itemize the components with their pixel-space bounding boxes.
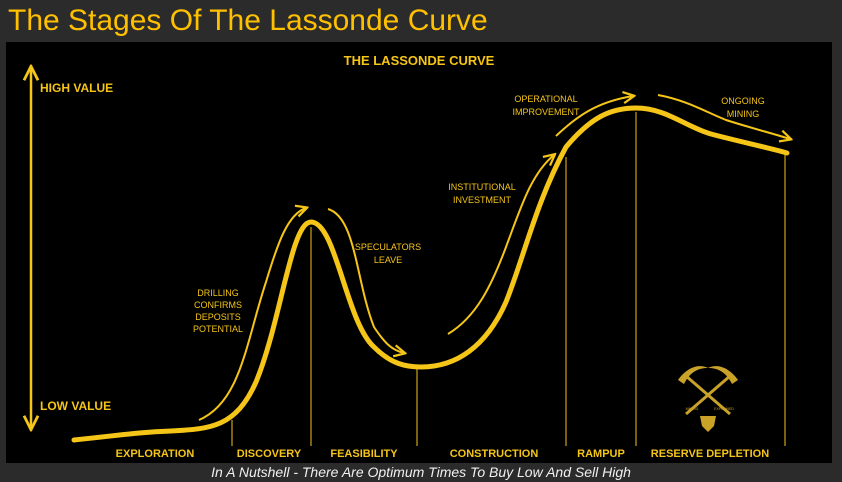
axis-label-high: HIGH VALUE — [40, 81, 113, 95]
stage-label-feasibility: FEASIBILITY — [330, 448, 398, 460]
stage-labels: EXPLORATION DISCOVERY FEASIBILITY CONSTR… — [116, 448, 770, 460]
annotation-line: LEAVE — [374, 255, 402, 265]
stage-label-exploration: EXPLORATION — [116, 448, 195, 460]
stage-label-reserve-depletion: RESERVE DEPLETION — [651, 448, 769, 460]
rampup-arrow — [555, 96, 633, 137]
logo-text-explained: EXPLAINED — [714, 407, 734, 411]
diagram-canvas: THE LASSONDE CURVE HIGH VALUE LOW VALUE … — [6, 53, 832, 460]
annotation-line: INVESTMENT — [453, 195, 512, 205]
stage-dividers — [231, 112, 786, 446]
axis-label-low: LOW VALUE — [40, 399, 111, 413]
discovery-arrow — [198, 208, 306, 421]
stage-label-construction: CONSTRUCTION — [450, 448, 539, 460]
depletion-arrow — [657, 94, 790, 139]
annotation-ongoing: ONGOING MINING — [721, 96, 765, 119]
annotation-institutional: INSTITUTIONAL INVESTMENT — [448, 182, 516, 205]
annotation-line: IMPROVEMENT — [512, 107, 580, 117]
annotation-line: MINING — [727, 109, 760, 119]
annotation-line: DEPOSITS — [195, 312, 241, 322]
feasibility-arrow — [327, 208, 404, 353]
annotation-line: OPERATIONAL — [514, 94, 577, 104]
lassonde-curve-line — [71, 105, 790, 443]
annotation-drilling: DRILLING CONFIRMS DEPOSITS POTENTIAL — [193, 288, 243, 334]
construction-arrow — [447, 155, 554, 335]
annotation-operational: OPERATIONAL IMPROVEMENT — [512, 94, 580, 117]
annotation-line: ONGOING — [721, 96, 765, 106]
caption: In A Nutshell - There Are Optimum Times … — [211, 464, 631, 480]
diagram-heading: THE LASSONDE CURVE — [344, 53, 495, 68]
stage-label-discovery: DISCOVERY — [237, 448, 302, 460]
annotation-line: POTENTIAL — [193, 324, 243, 334]
annotation-speculators: SPECULATORS LEAVE — [355, 242, 421, 265]
stage-label-rampup: RAMPUP — [577, 448, 625, 460]
pickaxe-logo-icon: MINING EXPLAINED — [678, 366, 738, 432]
annotation-line: SPECULATORS — [355, 242, 421, 252]
annotation-line: DRILLING — [197, 288, 239, 298]
logo-text-mining: MINING — [686, 407, 699, 411]
lassonde-curve-diagram: THE LASSONDE CURVE HIGH VALUE LOW VALUE … — [6, 42, 832, 463]
annotation-line: CONFIRMS — [194, 300, 242, 310]
page-title: The Stages Of The Lassonde Curve — [8, 4, 488, 37]
annotation-line: INSTITUTIONAL — [448, 182, 516, 192]
